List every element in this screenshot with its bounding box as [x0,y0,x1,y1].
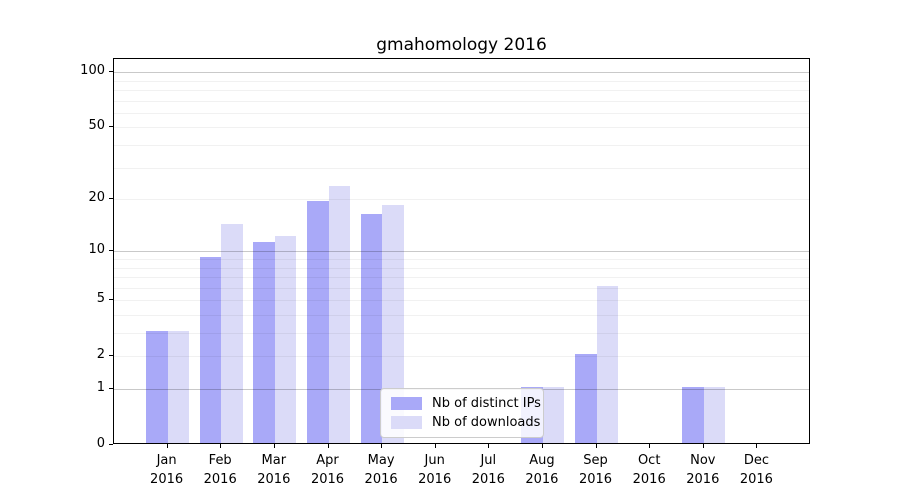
y-tick-label-1: 1 [96,380,105,395]
x-tick-dec [756,444,758,448]
bars-layer [114,59,809,443]
y-tick-label-5: 5 [96,291,105,307]
bar-distinct-ips-apr [307,201,329,443]
x-tick-feb [220,444,222,448]
x-tick-label-oct: Oct 2016 [632,453,666,487]
bar-downloads-jan [167,331,190,443]
y-tick-label-10: 10 [88,242,105,258]
y-tick-label-0: 0 [96,436,105,451]
y-tick-2 [109,355,113,357]
bar-downloads-nov [703,387,726,443]
legend-label-distinct-ips: Nb of distinct IPs [432,395,541,411]
bar-distinct-ips-mar [253,242,275,443]
x-tick-label-jul: Jul 2016 [471,453,505,487]
bar-downloads-sep [596,285,618,443]
bar-distinct-ips-feb [199,257,222,443]
legend-swatch-distinct-ips [391,396,422,410]
x-tick-sep [595,444,597,448]
y-tick-10 [109,250,113,252]
y-tick-label-50: 50 [88,118,105,134]
bar-distinct-ips-nov [682,387,704,443]
plot-area [113,58,810,444]
bar-distinct-ips-may [360,214,383,443]
bar-downloads-apr [328,186,350,443]
y-tick-label-20: 20 [88,190,105,206]
x-tick-mar [273,444,275,448]
bar-downloads-may [382,205,404,443]
x-tick-label-may: May 2016 [364,453,398,487]
y-tick-0 [109,444,113,445]
x-tick-jun [434,444,436,448]
x-tick-label-dec: Dec 2016 [739,453,773,487]
x-tick-nov [702,444,704,448]
chart-title: gmahomology 2016 [376,35,547,55]
bar-distinct-ips-sep [575,354,597,443]
y-tick-50 [109,126,113,128]
bar-downloads-feb [221,224,243,443]
bar-downloads-mar [274,235,297,443]
legend: Nb of distinct IPs Nb of downloads [380,388,544,438]
legend-item-downloads: Nb of downloads [391,414,540,430]
x-tick-jan [166,444,168,448]
x-tick-label-feb: Feb 2016 [203,453,237,487]
x-tick-jul [488,444,490,448]
legend-item-distinct-ips: Nb of distinct IPs [391,395,541,411]
y-tick-20 [109,198,113,200]
y-tick-label-2: 2 [96,347,105,363]
bar-distinct-ips-jan [146,331,168,443]
bar-downloads-aug [542,387,565,443]
legend-label-downloads: Nb of downloads [432,414,541,430]
legend-swatch-downloads [391,415,422,429]
x-tick-label-aug: Aug 2016 [525,453,559,487]
x-tick-label-jun: Jun 2016 [418,453,452,487]
y-tick-label-100: 100 [80,63,105,79]
x-tick-label-jan: Jan 2016 [150,453,184,487]
x-tick-apr [327,444,329,448]
y-tick-5 [109,299,113,301]
x-tick-aug [541,444,543,448]
x-tick-label-nov: Nov 2016 [686,453,720,487]
y-tick-100 [109,71,113,73]
y-tick-1 [109,388,113,389]
x-tick-oct [649,444,651,448]
x-tick-label-mar: Mar 2016 [257,453,291,487]
x-tick-may [381,444,383,448]
x-tick-label-apr: Apr 2016 [310,453,345,487]
x-tick-label-sep: Sep 2016 [578,453,613,487]
